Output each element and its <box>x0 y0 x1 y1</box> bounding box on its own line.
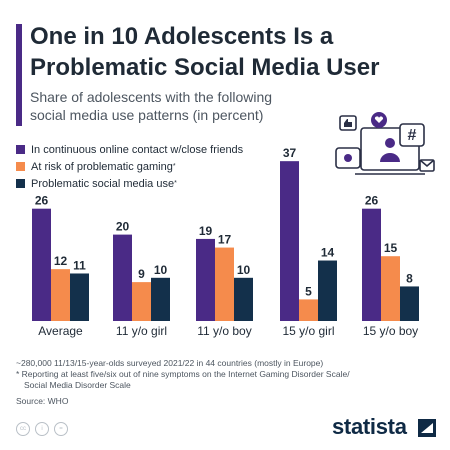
legend-label: Problematic social media use <box>31 177 175 190</box>
data-label: 5 <box>305 284 312 298</box>
data-label: 26 <box>365 194 379 208</box>
chart-notes: ~280,000 11/13/15-year-olds surveyed 202… <box>16 358 436 391</box>
statista-logo[interactable]: statista <box>332 414 407 439</box>
legend-marker: * <box>172 163 176 170</box>
chart-subtitle: Share of adolescents with the following … <box>30 88 330 124</box>
title-line-2: Problematic Social Media User <box>30 54 380 81</box>
by-icon[interactable]: i <box>35 422 49 436</box>
data-label: 26 <box>35 194 49 208</box>
bar <box>362 208 381 321</box>
bar <box>215 247 234 321</box>
bar <box>70 273 89 321</box>
data-label: 10 <box>154 263 168 277</box>
statista-logo-mark-icon <box>418 419 436 437</box>
data-label: 17 <box>218 233 232 247</box>
cc-icon[interactable]: cc <box>16 422 30 436</box>
page-title: One in 10 Adolescents Is a Problematic S… <box>30 21 440 83</box>
bar <box>132 282 151 321</box>
bar <box>196 238 215 321</box>
bar <box>234 277 253 321</box>
legend-item-online-contact: In continuous online contact w/close fri… <box>16 141 296 158</box>
bar <box>381 256 400 321</box>
bar <box>318 260 337 321</box>
category-label: 15 y/o girl <box>282 324 334 338</box>
data-label: 15 <box>384 241 398 255</box>
data-label: 37 <box>283 146 297 160</box>
note-line-2: * Reporting at least five/six out of nin… <box>16 369 350 379</box>
data-label: 11 <box>73 258 86 272</box>
social-media-illustration-icon: # <box>335 112 435 175</box>
title-accent-bar <box>16 24 22 126</box>
source-text: Source: WHO <box>16 396 69 406</box>
bar <box>113 234 132 321</box>
legend-swatch <box>16 179 25 188</box>
bar <box>151 277 170 321</box>
legend-swatch <box>16 145 25 154</box>
note-line-1: ~280,000 11/13/15-year-olds surveyed 202… <box>16 358 324 368</box>
chart-legend: In continuous online contact w/close fri… <box>16 141 296 192</box>
legend-swatch <box>16 162 25 171</box>
bar <box>299 299 318 321</box>
bar <box>280 161 299 321</box>
legend-label: In continuous online contact w/close fri… <box>31 143 244 156</box>
legend-label: At risk of problematic gaming <box>31 160 173 173</box>
title-line-1: One in 10 Adolescents Is a <box>30 23 334 50</box>
category-label: 11 y/o boy <box>197 324 251 338</box>
note-line-3: Social Media Disorder Scale <box>24 380 131 390</box>
subtitle-line-2: social media use patterns (in percent) <box>30 107 264 123</box>
bar <box>51 269 70 321</box>
data-label: 12 <box>54 254 68 268</box>
data-label: 14 <box>321 246 335 260</box>
bar <box>32 208 51 321</box>
data-label: 19 <box>199 224 213 238</box>
legend-marker: * <box>174 180 177 187</box>
nd-icon[interactable]: = <box>54 422 68 436</box>
bar <box>400 286 419 321</box>
svg-text:#: # <box>408 127 417 144</box>
category-label: Average <box>38 324 83 338</box>
data-label: 9 <box>138 267 145 281</box>
category-label: 11 y/o girl <box>116 324 167 338</box>
legend-item-social-media: Problematic social media use * <box>16 175 296 192</box>
category-label: 15 y/o boy <box>363 324 418 338</box>
license-icons: cc i = <box>16 422 73 436</box>
data-label: 8 <box>406 271 413 285</box>
data-label: 20 <box>116 220 130 234</box>
subtitle-line-1: Share of adolescents with the following <box>30 89 273 105</box>
data-label: 10 <box>237 263 251 277</box>
legend-item-gaming: At risk of problematic gaming * <box>16 158 296 175</box>
